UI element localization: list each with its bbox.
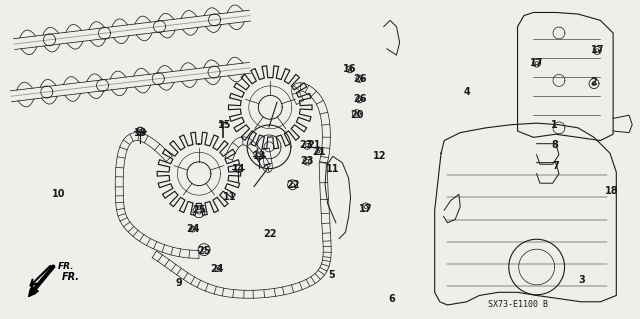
Text: 23: 23: [301, 156, 314, 166]
Text: 17: 17: [591, 45, 604, 56]
Text: 5: 5: [328, 270, 335, 280]
Text: 25: 25: [192, 205, 205, 215]
Text: 17: 17: [359, 204, 372, 213]
Text: 21: 21: [312, 147, 326, 157]
Text: 26: 26: [353, 74, 367, 84]
Text: 22: 22: [264, 229, 277, 239]
Text: FR.: FR.: [58, 262, 74, 271]
Text: 11: 11: [223, 192, 236, 203]
Text: 19: 19: [134, 128, 147, 137]
Text: 3: 3: [578, 275, 584, 285]
Text: 16: 16: [343, 64, 356, 74]
Text: 24: 24: [210, 263, 223, 274]
Text: 24: 24: [186, 224, 199, 234]
Text: 18: 18: [605, 186, 619, 196]
Text: 8: 8: [551, 140, 558, 150]
Text: 22: 22: [286, 180, 300, 190]
Text: 2: 2: [591, 77, 597, 87]
Text: 21: 21: [307, 140, 321, 150]
Text: 11: 11: [326, 164, 339, 174]
Text: 13: 13: [253, 151, 266, 161]
Text: 1: 1: [551, 120, 558, 130]
Text: 15: 15: [218, 120, 231, 130]
Text: 10: 10: [52, 189, 65, 199]
Text: 26: 26: [353, 94, 367, 104]
Text: FR.: FR.: [62, 271, 80, 281]
Text: 7: 7: [552, 161, 559, 171]
Text: 23: 23: [300, 140, 313, 150]
Text: SX73-E1100 B: SX73-E1100 B: [488, 300, 548, 309]
Text: 14: 14: [232, 164, 245, 174]
Text: 12: 12: [372, 151, 386, 161]
Text: 9: 9: [175, 278, 182, 288]
Text: 4: 4: [463, 86, 470, 97]
Text: 17: 17: [530, 58, 543, 68]
Text: 20: 20: [350, 110, 364, 120]
Text: 6: 6: [388, 293, 396, 304]
Text: 25: 25: [197, 246, 211, 256]
